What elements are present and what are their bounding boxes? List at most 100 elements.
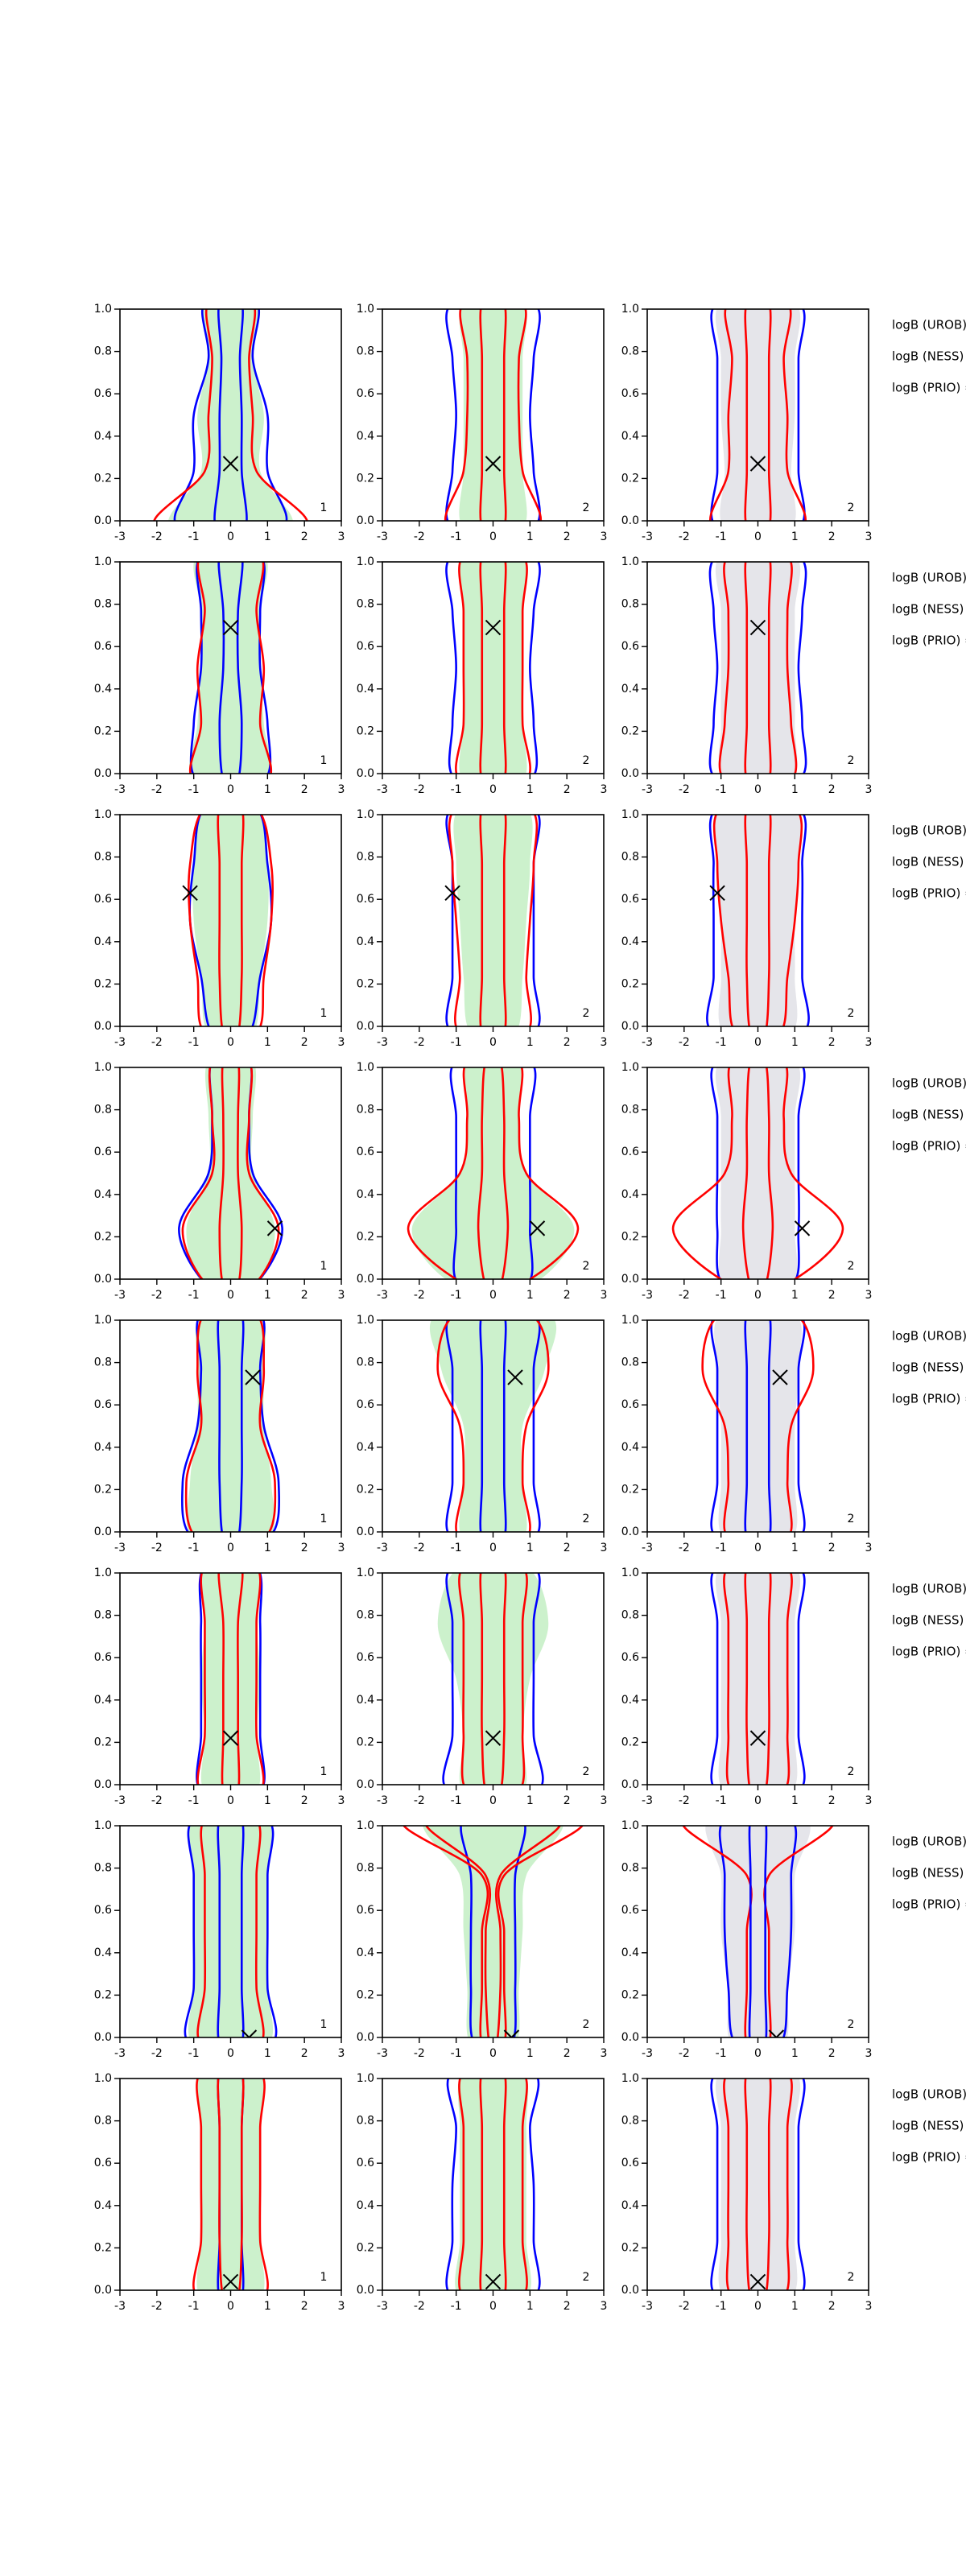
- x-tick-label: -2: [679, 2047, 690, 2060]
- x-tick-label: 3: [601, 2300, 608, 2313]
- x-tick-label: 3: [865, 1794, 873, 1807]
- x-tick-label: -1: [188, 1036, 200, 1049]
- x-tick-label: -3: [642, 1289, 653, 1302]
- x-tick-label: 0: [227, 1289, 234, 1302]
- y-tick-label: 0.8: [94, 1104, 112, 1117]
- y-tick-label: 0.6: [621, 640, 639, 653]
- x-tick-label: -3: [114, 1036, 126, 1049]
- plot-area: [445, 562, 541, 774]
- plot-area: [184, 1826, 278, 2037]
- contour: [192, 2079, 269, 2290]
- x-tick-label: 0: [489, 1542, 497, 1554]
- plot-area: [682, 1826, 834, 2037]
- contour: [217, 1320, 245, 1532]
- x-tick-label: -1: [716, 783, 727, 796]
- y-tick-label: 0.8: [94, 1609, 112, 1622]
- y-tick-label: 0.8: [357, 2115, 374, 2128]
- x-tick-label: 0: [227, 1036, 234, 1049]
- x-tick-label: 2: [301, 1794, 308, 1807]
- x-tick-label: 2: [564, 783, 571, 796]
- x-tick-label: 3: [338, 1794, 345, 1807]
- x-tick-label: -3: [642, 1542, 653, 1554]
- x-tick-label: 1: [791, 1794, 799, 1807]
- x-tick-label: -2: [151, 783, 163, 796]
- y-tick-label: 0.4: [94, 1188, 112, 1201]
- y-tick-label: 1.0: [357, 555, 374, 568]
- contour: [701, 1320, 815, 1532]
- x-tick-label: 3: [601, 530, 608, 543]
- x-tick-label: -2: [151, 1036, 163, 1049]
- y-tick-label: 0.0: [621, 767, 639, 780]
- y-tick-label: 0.2: [357, 1483, 374, 1496]
- x-tick-label: 3: [865, 1542, 873, 1554]
- y-tick-label: 0.0: [621, 1020, 639, 1033]
- y-tick-label: 0.4: [621, 1946, 639, 1959]
- plot-area: [182, 815, 274, 1026]
- contour: [402, 1826, 584, 2037]
- x-tick-label: 0: [489, 2300, 497, 2313]
- contour: [173, 309, 288, 521]
- plot-area: [444, 815, 541, 1026]
- y-tick-label: 0.6: [621, 1651, 639, 1664]
- bayes-label: logB (NESS) =: [892, 602, 966, 617]
- x-tick-label: 1: [264, 1542, 271, 1554]
- true-value-marker: [749, 1730, 766, 1746]
- contour: [479, 1320, 507, 1532]
- y-tick-label: 0.2: [357, 1230, 374, 1243]
- bayes-label: logB (UROB) =: [892, 1329, 966, 1344]
- bayes-label: logB (UROB) =: [892, 824, 966, 838]
- x-tick-label: -3: [114, 1794, 126, 1807]
- contour: [744, 815, 772, 1026]
- y-tick-label: 1.0: [357, 1567, 374, 1579]
- x-tick-label: -2: [414, 2047, 425, 2060]
- contour: [445, 2079, 541, 2290]
- contour: [710, 309, 806, 521]
- y-tick-label: 0.2: [94, 1736, 112, 1748]
- bayes-label: logB (PRIO) =: [892, 2150, 966, 2165]
- y-tick-label: 0.2: [94, 1988, 112, 2001]
- x-tick-label: 1: [526, 1542, 534, 1554]
- y-tick-label: 0.0: [94, 1273, 112, 1286]
- x-tick-label: -1: [716, 1036, 727, 1049]
- x-tick-label: 0: [227, 783, 234, 796]
- y-tick-label: 0.4: [357, 1694, 374, 1707]
- density-fill: [455, 2079, 531, 2290]
- y-tick-label: 0.4: [94, 2199, 112, 2212]
- x-tick-label: -2: [414, 530, 425, 543]
- y-tick-label: 0.2: [357, 977, 374, 990]
- x-tick-label: -3: [377, 530, 388, 543]
- contour: [217, 562, 244, 774]
- plot-area: [196, 1573, 266, 1785]
- density-fill: [411, 1067, 575, 1279]
- true-value-marker: [241, 2029, 258, 2037]
- x-tick-label: 3: [865, 783, 873, 796]
- y-tick-label: 0.6: [94, 1398, 112, 1411]
- plot-area: [188, 562, 273, 774]
- x-tick-label: -3: [114, 1289, 126, 1302]
- y-tick-label: 0.8: [621, 1609, 639, 1622]
- y-tick-label: 0.4: [621, 430, 639, 443]
- contour: [217, 2079, 245, 2290]
- y-tick-label: 0.2: [621, 1736, 639, 1748]
- x-tick-label: 0: [754, 1036, 762, 1049]
- y-tick-label: 0.0: [621, 1525, 639, 1538]
- y-tick-label: 0.2: [357, 2241, 374, 2254]
- y-tick-label: 1.0: [621, 1819, 639, 1832]
- y-tick-label: 0.0: [621, 1273, 639, 1286]
- y-tick-label: 0.0: [357, 2284, 374, 2297]
- x-tick-label: 2: [564, 1794, 571, 1807]
- x-tick-label: 2: [828, 1036, 836, 1049]
- x-tick-label: -2: [414, 2300, 425, 2313]
- x-tick-label: 3: [865, 1036, 873, 1049]
- x-tick-label: 0: [754, 1794, 762, 1807]
- y-tick-label: 0.8: [357, 1104, 374, 1117]
- y-tick-label: 0.8: [621, 851, 639, 864]
- contour: [744, 2079, 772, 2290]
- x-tick-label: -2: [151, 1542, 163, 1554]
- y-tick-label: 0.0: [621, 1778, 639, 1791]
- bayes-label: logB (UROB) =: [892, 1835, 966, 1849]
- x-tick-label: -1: [451, 1289, 462, 1302]
- panel-tag: 2: [848, 2018, 855, 2031]
- x-tick-label: 2: [301, 783, 308, 796]
- contour: [741, 1067, 774, 1279]
